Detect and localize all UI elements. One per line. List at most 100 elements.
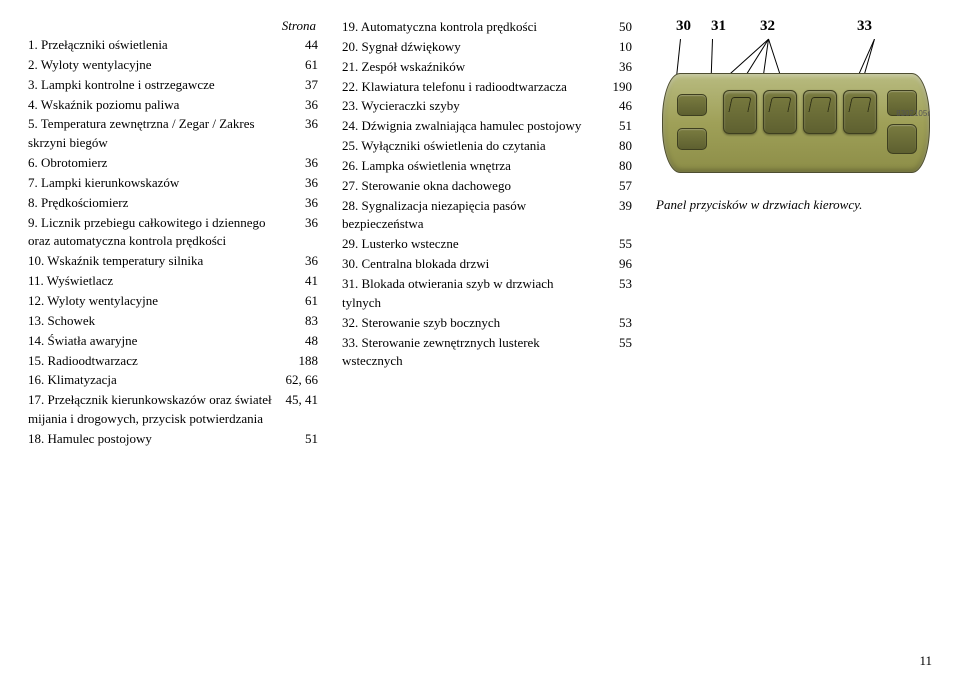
index-entry: 28. Sygnalizacja niezapięcia pasów bezpi… — [342, 197, 632, 235]
index-entry-page: 55 — [600, 334, 632, 353]
index-entry-page: 36 — [286, 154, 318, 173]
index-entry-page: 48 — [286, 332, 318, 351]
fig-num-33: 33 — [857, 18, 872, 35]
index-entry-page: 45, 41 — [286, 391, 319, 410]
fig-num-32: 32 — [760, 18, 775, 35]
fig-num-30: 30 — [676, 18, 691, 35]
window-button-rr — [843, 90, 877, 134]
figure-caption: Panel przycisków w drzwiach kierowcy. — [656, 197, 956, 213]
index-entry-page: 190 — [600, 78, 632, 97]
index-entry: 29. Lusterko wsteczne55 — [342, 235, 632, 254]
index-entry-page: 36 — [286, 194, 318, 213]
index-entry-text: 11. Wyświetlacz — [28, 272, 286, 291]
page-number: 11 — [919, 653, 932, 669]
index-entry-page: 36 — [600, 58, 632, 77]
index-entry: 31. Blokada otwierania szyb w drzwiach t… — [342, 275, 632, 313]
index-entry: 15. Radioodtwarzacz188 — [28, 352, 318, 371]
column-1: Strona 1. Przełączniki oświetlenia442. W… — [28, 18, 318, 450]
mirror-adjust-pad — [887, 124, 917, 154]
index-entry: 13. Schowek83 — [28, 312, 318, 331]
window-button-fl — [723, 90, 757, 134]
index-entry-text: 20. Sygnał dźwiękowy — [342, 38, 600, 57]
window-button-fr — [763, 90, 797, 134]
index-entry-page: 36 — [286, 96, 318, 115]
door-panel-body — [662, 73, 930, 173]
index-entry-text: 22. Klawiatura telefonu i radioodtwarzac… — [342, 78, 600, 97]
index-entry-text: 15. Radioodtwarzacz — [28, 352, 286, 371]
index-entry-text: 31. Blokada otwierania szyb w drzwiach t… — [342, 275, 600, 313]
index-entry: 33. Sterowanie zewnętrznych lusterek wst… — [342, 334, 632, 372]
index-entry: 22. Klawiatura telefonu i radioodtwarzac… — [342, 78, 632, 97]
index-entry-text: 26. Lampka oświetlenia wnętrza — [342, 157, 600, 176]
column-3: 30 31 32 33 830 — [656, 18, 956, 450]
index-entry-page: 46 — [600, 97, 632, 116]
index-entry: 18. Hamulec postojowy51 — [28, 430, 318, 449]
header-row: Strona — [28, 18, 318, 34]
index-entry-text: 14. Światła awaryjne — [28, 332, 286, 351]
index-entry: 3. Lampki kontrolne i ostrzegawcze37 — [28, 76, 318, 95]
index-entry-text: 12. Wyloty wentylacyjne — [28, 292, 286, 311]
column-2: 19. Automatyczna kontrola prędkości5020.… — [342, 18, 632, 450]
col1-list: 1. Przełączniki oświetlenia442. Wyloty w… — [28, 36, 318, 449]
index-entry-page: 80 — [600, 157, 632, 176]
index-entry-page: 10 — [600, 38, 632, 57]
index-entry-text: 28. Sygnalizacja niezapięcia pasów bezpi… — [342, 197, 600, 235]
index-entry: 14. Światła awaryjne48 — [28, 332, 318, 351]
header-strona: Strona — [282, 18, 318, 34]
index-entry: 27. Sterowanie okna dachowego57 — [342, 177, 632, 196]
index-entry: 32. Sterowanie szyb bocznych53 — [342, 314, 632, 333]
index-entry-page: 39 — [600, 197, 632, 216]
index-entry-text: 7. Lampki kierunkowskazów — [28, 174, 286, 193]
index-entry-text: 4. Wskaźnik poziomu paliwa — [28, 96, 286, 115]
index-entry-text: 5. Temperatura zewnętrzna / Zegar / Zakr… — [28, 115, 286, 153]
index-entry-text: 33. Sterowanie zewnętrznych lusterek wst… — [342, 334, 600, 372]
index-entry-text: 6. Obrotomierz — [28, 154, 286, 173]
index-entry-text: 25. Wyłączniki oświetlenia do czytania — [342, 137, 600, 156]
index-entry-page: 61 — [286, 292, 318, 311]
fig-num-31: 31 — [711, 18, 726, 35]
index-entry: 25. Wyłączniki oświetlenia do czytania80 — [342, 137, 632, 156]
index-entry-text: 24. Dźwignia zwalniająca hamulec postojo… — [342, 117, 600, 136]
figure-number-labels: 30 31 32 33 — [656, 18, 956, 35]
index-entry: 4. Wskaźnik poziomu paliwa36 — [28, 96, 318, 115]
index-entry-text: 27. Sterowanie okna dachowego — [342, 177, 600, 196]
col2-list: 19. Automatyczna kontrola prędkości5020.… — [342, 18, 632, 371]
index-entry-page: 51 — [600, 117, 632, 136]
index-entry-text: 23. Wycieraczki szyby — [342, 97, 600, 116]
index-entry: 12. Wyloty wentylacyjne61 — [28, 292, 318, 311]
door-panel-figure: 8302105r — [656, 39, 936, 189]
index-entry: 8. Prędkościomierz36 — [28, 194, 318, 213]
index-entry-text: 1. Przełączniki oświetlenia — [28, 36, 286, 55]
index-entry: 1. Przełączniki oświetlenia44 — [28, 36, 318, 55]
index-entry-text: 30. Centralna blokada drzwi — [342, 255, 600, 274]
index-entry-text: 21. Zespół wskaźników — [342, 58, 600, 77]
index-entry-page: 51 — [286, 430, 318, 449]
index-entry-page: 41 — [286, 272, 318, 291]
index-entry-page: 36 — [286, 174, 318, 193]
index-entry: 30. Centralna blokada drzwi96 — [342, 255, 632, 274]
index-entry-page: 37 — [286, 76, 318, 95]
index-entry-page: 62, 66 — [286, 371, 319, 390]
index-entry-page: 83 — [286, 312, 318, 331]
index-entry-text: 2. Wyloty wentylacyjne — [28, 56, 286, 75]
index-entry-page: 53 — [600, 314, 632, 333]
index-entry-page: 57 — [600, 177, 632, 196]
index-entry-page: 36 — [286, 252, 318, 271]
index-entry-text: 19. Automatyczna kontrola prędkości — [342, 18, 600, 37]
index-entry: 21. Zespół wskaźników36 — [342, 58, 632, 77]
index-entry-page: 61 — [286, 56, 318, 75]
index-entry-page: 36 — [286, 214, 318, 233]
index-entry-text: 10. Wskaźnik temperatury silnika — [28, 252, 286, 271]
index-entry: 7. Lampki kierunkowskazów36 — [28, 174, 318, 193]
index-entry-text: 18. Hamulec postojowy — [28, 430, 286, 449]
index-entry-page: 36 — [286, 115, 318, 134]
index-entry-page: 50 — [600, 18, 632, 37]
content-columns: Strona 1. Przełączniki oświetlenia442. W… — [28, 18, 932, 450]
index-entry: 24. Dźwignia zwalniająca hamulec postojo… — [342, 117, 632, 136]
index-entry: 11. Wyświetlacz41 — [28, 272, 318, 291]
index-entry-page: 53 — [600, 275, 632, 294]
index-entry-page: 188 — [286, 352, 318, 371]
index-entry: 10. Wskaźnik temperatury silnika36 — [28, 252, 318, 271]
window-button-rl — [803, 90, 837, 134]
index-entry-text: 9. Licznik przebiegu całkowitego i dzien… — [28, 214, 286, 252]
